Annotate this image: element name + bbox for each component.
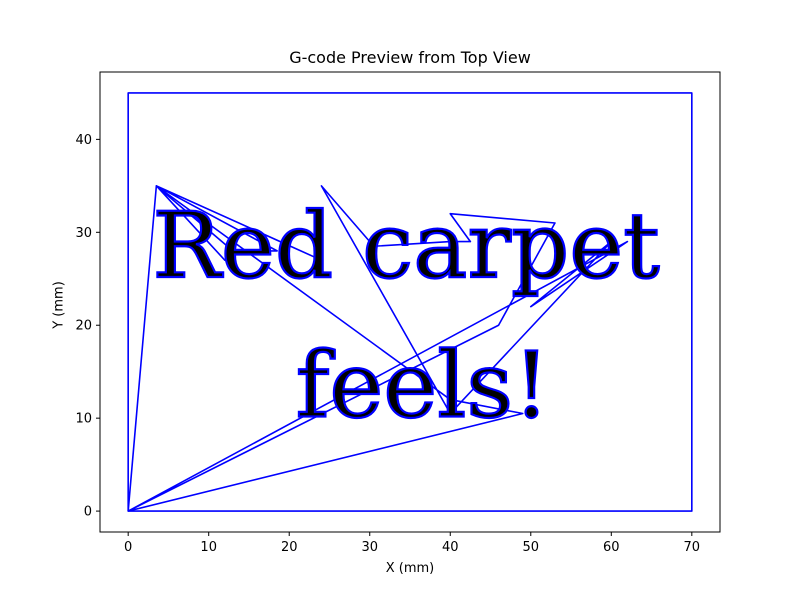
chart-title: G-code Preview from Top View [289, 48, 531, 67]
x-tick-label: 50 [523, 540, 540, 555]
x-tick-label: 40 [442, 540, 459, 555]
y-axis-label: Y (mm) [51, 281, 67, 329]
x-tick-label: 0 [124, 540, 132, 555]
toolpath-text-0: Red carpet [152, 193, 659, 299]
y-tick-label: 40 [75, 133, 92, 148]
toolpath-series-0 [127, 92, 693, 512]
y-tick-label: 30 [75, 226, 92, 241]
toolpath-series-1 [127, 185, 629, 512]
x-tick-label: 70 [684, 540, 701, 555]
x-tick-label: 60 [603, 540, 620, 555]
x-tick-label: 20 [281, 540, 298, 555]
x-axis-label: X (mm) [385, 561, 435, 576]
axes-frame [99, 71, 721, 533]
x-tick-label: 30 [361, 540, 378, 555]
y-tick-label: 0 [84, 505, 92, 520]
toolpath-text-1: feels! [296, 332, 550, 438]
y-tick-label: 10 [75, 412, 92, 427]
x-tick-label: 10 [200, 540, 217, 555]
y-tick-label: 20 [75, 319, 92, 334]
